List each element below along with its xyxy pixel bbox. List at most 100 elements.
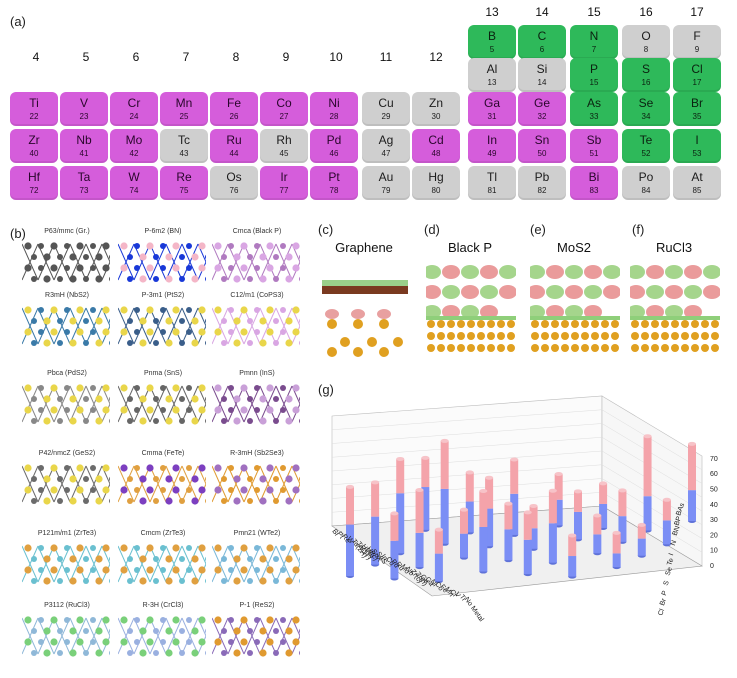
element-tile: Sn 50 [518, 129, 566, 163]
element-symbol: V [79, 96, 88, 110]
element-symbol: Mo [125, 133, 143, 147]
charge-lobe [584, 305, 602, 319]
atom [90, 487, 96, 493]
atom [299, 498, 300, 504]
atom [24, 486, 32, 494]
crystal-structure-image [22, 464, 110, 505]
charge-lobe [630, 305, 645, 319]
metal-atom [327, 319, 337, 329]
atom [50, 406, 58, 414]
group-header: 8 [232, 50, 240, 64]
element-tile: At 85 [673, 166, 721, 200]
metal-atom [477, 332, 485, 340]
atom [153, 340, 159, 346]
atom [90, 545, 96, 551]
atom [43, 275, 51, 283]
metal-atom [651, 332, 659, 340]
bond-line [118, 465, 135, 503]
element-number: 26 [229, 112, 239, 121]
charge-lobe [499, 285, 516, 299]
atom [273, 276, 279, 282]
bond-line [69, 243, 87, 281]
atom [247, 498, 253, 504]
atom [266, 306, 274, 314]
atom [38, 243, 44, 249]
bar-lower [371, 516, 380, 565]
metal-atom [379, 319, 389, 329]
atom [214, 464, 222, 472]
atom [186, 617, 192, 623]
element-tile: Pb 82 [518, 166, 566, 200]
atom [179, 254, 185, 260]
atom [76, 464, 84, 472]
atom [127, 276, 133, 282]
element-number: 84 [641, 186, 651, 195]
atom [146, 328, 154, 336]
bar-upper [346, 486, 354, 525]
element-number: 31 [487, 112, 497, 121]
bar-top [523, 510, 532, 515]
element-number: 32 [537, 112, 547, 121]
atom [254, 329, 260, 335]
metal-atom [487, 320, 495, 328]
bar-lower [390, 540, 399, 579]
y-axis-label: BP [674, 515, 684, 526]
atom [38, 487, 44, 493]
atom [64, 407, 70, 413]
atom [64, 465, 70, 471]
metal-atom [571, 320, 579, 328]
atom [221, 396, 227, 402]
atom [134, 385, 140, 391]
element-number: 33 [589, 112, 599, 121]
metal-atom [487, 332, 495, 340]
charge-band [630, 316, 720, 320]
x-axis-label: Cd [384, 556, 395, 567]
atom [76, 616, 84, 624]
element-number: 73 [79, 186, 89, 195]
atom [233, 339, 241, 347]
atom [228, 329, 234, 335]
atom [186, 243, 192, 249]
bar-top [390, 511, 399, 516]
bar-lower [460, 533, 468, 558]
element-symbol: Ni [328, 96, 340, 110]
atom [198, 242, 206, 250]
atom [165, 275, 173, 283]
atom [240, 406, 248, 414]
atom [285, 395, 293, 403]
charge-density-image [426, 265, 516, 352]
atom [120, 384, 128, 392]
charge-lobe [461, 305, 479, 319]
atom [221, 340, 227, 346]
element-number: 76 [229, 186, 239, 195]
atom [214, 638, 222, 646]
metal-atom [701, 320, 709, 328]
charge-lobe [426, 265, 441, 279]
atom [31, 276, 37, 282]
element-tile: Ta 73 [60, 166, 108, 200]
bar-top [465, 470, 474, 475]
atom [160, 487, 166, 493]
bond-line [22, 465, 39, 503]
bar-lower [523, 539, 532, 575]
atom [120, 328, 128, 336]
atom [90, 567, 96, 573]
atom [247, 318, 253, 324]
atom [127, 476, 133, 482]
atom [233, 395, 241, 403]
z-tick-label: 30 [710, 517, 718, 524]
element-tile: Pt 78 [310, 166, 358, 200]
atom [228, 407, 234, 413]
atom [254, 465, 260, 471]
atom [191, 339, 199, 347]
atom [280, 407, 286, 413]
element-symbol: Sn [534, 133, 550, 147]
atom [273, 628, 279, 634]
bar-lower [510, 493, 519, 535]
bar-upper [371, 482, 380, 517]
bar-lower [574, 511, 582, 540]
crystal-structure-image [118, 306, 206, 347]
bar-top [346, 484, 354, 489]
atom [280, 545, 286, 551]
